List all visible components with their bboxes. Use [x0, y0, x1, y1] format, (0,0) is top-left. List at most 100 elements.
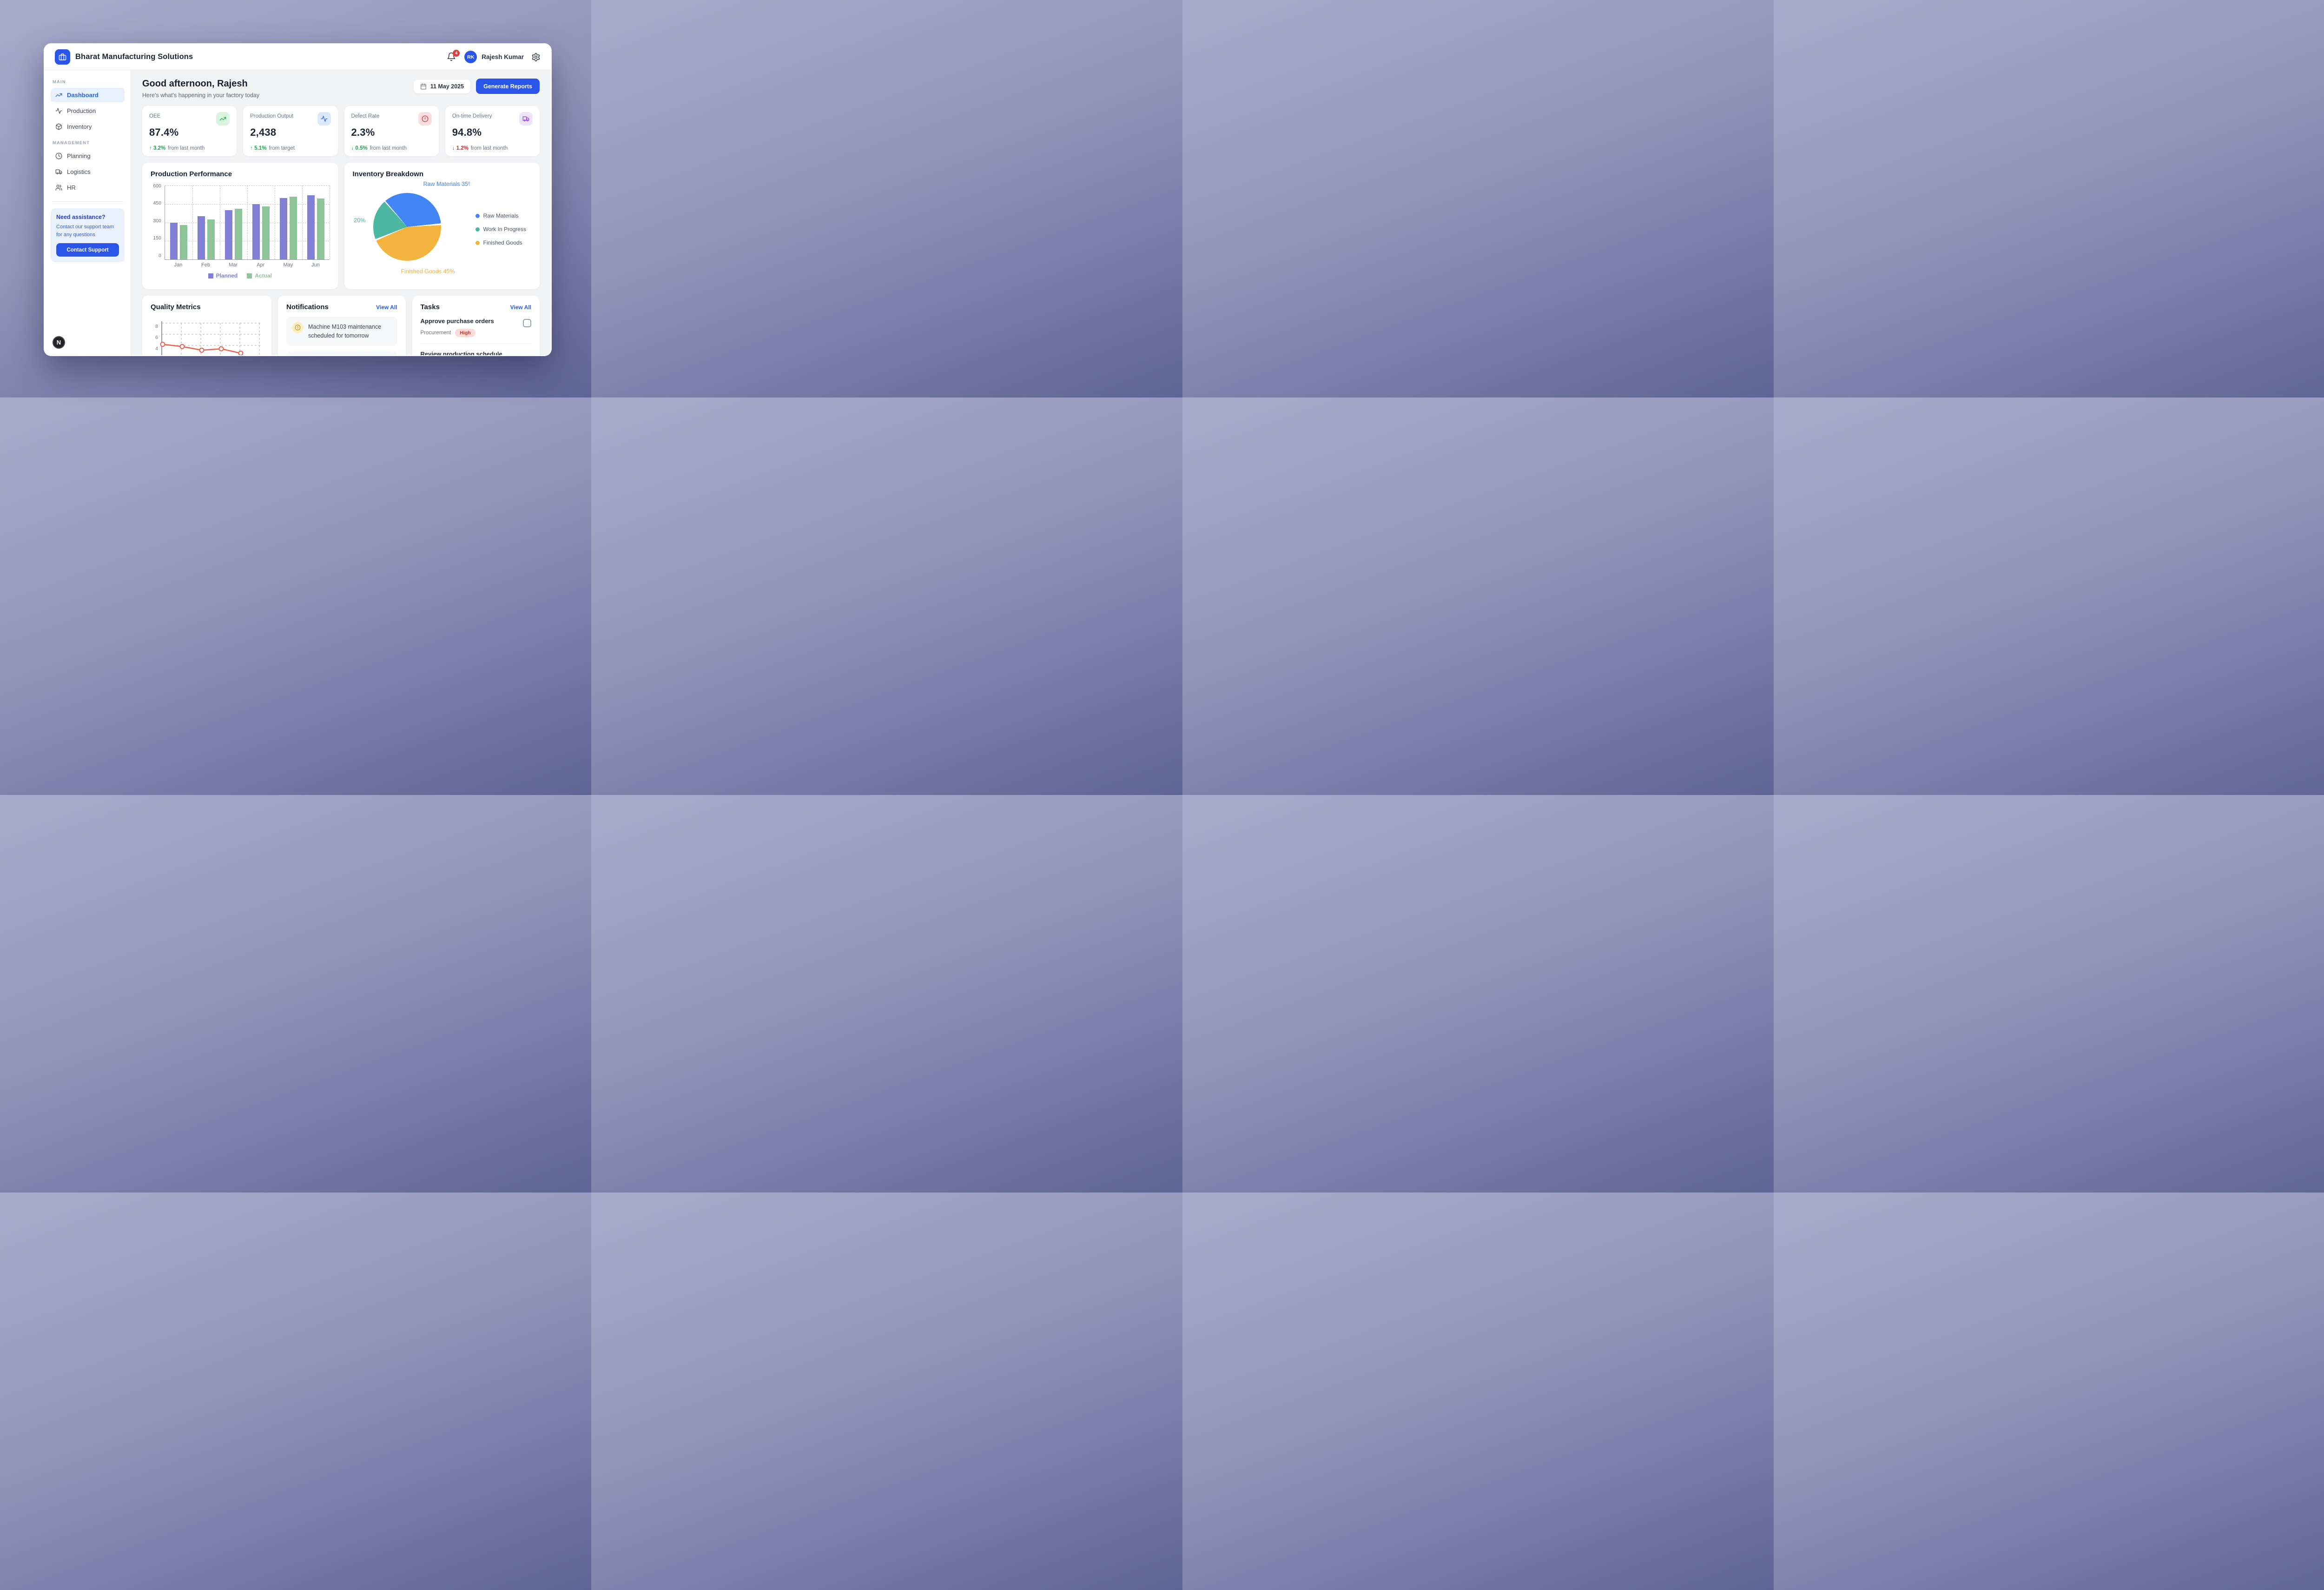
x-tick-label: Apr: [257, 262, 265, 268]
settings-button[interactable]: [531, 53, 541, 62]
kpi-value: 87.4%: [149, 126, 179, 138]
sidebar-item-hr[interactable]: HR: [51, 180, 125, 195]
app-logo: [55, 49, 70, 65]
legend-swatch: [247, 273, 252, 278]
sidebar-item-label: Inventory: [67, 123, 92, 130]
legend-item-raw-materials: Raw Materials: [475, 212, 526, 219]
kpi-row: OEE 87.4% ↑ 3.2% from last month Product…: [142, 106, 540, 156]
bar-planned: [279, 198, 287, 259]
notifications-bell-button[interactable]: 4: [447, 49, 460, 62]
bar-chart-legend: Planned Actual: [151, 272, 330, 279]
gear-icon: [532, 53, 540, 61]
kpi-label: OEE: [149, 113, 161, 119]
kpi-label: Defect Rate: [351, 113, 380, 119]
notification-item[interactable]: Raw material inventory (Steel Grade A): [286, 351, 397, 355]
pie-chart: [373, 193, 441, 261]
bar-planned: [170, 222, 178, 259]
page-title: Good afternoon, Rajesh: [142, 79, 248, 89]
svg-text:8: 8: [155, 324, 158, 329]
bar-chart-y-axis: 600 450 300 150 0: [151, 183, 165, 260]
activity-icon: [55, 108, 62, 114]
avatar[interactable]: RK: [464, 51, 477, 63]
alert-circle-icon: [422, 115, 429, 122]
y-tick-label: 150: [153, 235, 161, 241]
sidebar-item-inventory[interactable]: Inventory: [51, 119, 125, 134]
card-title: Notifications: [286, 303, 329, 311]
y-tick-label: 600: [153, 183, 161, 189]
app-window: Bharat Manufacturing Solutions 4 RK Raje…: [44, 43, 552, 356]
kpi-delta-suffix: from last month: [370, 146, 407, 151]
sidebar-divider: [52, 201, 123, 202]
users-icon: [55, 185, 62, 191]
kpi-card-ontime-delivery: On-time Delivery 94.8% ↓ 1.2% from last …: [445, 106, 540, 156]
contact-support-button[interactable]: Contact Support: [56, 243, 119, 257]
trending-up-icon: [55, 93, 62, 97]
bar-planned: [224, 210, 232, 259]
kpi-icon-badge: [317, 112, 331, 126]
chart-title: Production Performance: [151, 170, 232, 178]
legend-item-work-in-progress: Work In Progress: [475, 226, 526, 232]
quality-metrics-card: Quality Metrics 86420: [142, 296, 271, 355]
task-item: Approve purchase orders Procurement High: [420, 318, 531, 337]
kpi-icon-badge: [519, 112, 533, 126]
brand: Bharat Manufacturing Solutions: [55, 49, 193, 65]
briefcase-icon: [59, 53, 66, 60]
notification-text: Machine M103 maintenance scheduled for t…: [308, 324, 382, 339]
bar-actual: [289, 196, 297, 259]
calendar-icon: [420, 83, 426, 89]
alert-circle-icon: [295, 325, 301, 331]
pie-slice-label-work-in-progress: Work In Progress 20%: [353, 217, 366, 224]
sidebar-section-management: MANAGEMENT: [53, 140, 90, 146]
nextjs-dev-badge[interactable]: N: [53, 336, 65, 349]
generate-reports-button[interactable]: Generate Reports: [476, 79, 540, 94]
clock-icon: [55, 152, 62, 159]
greeting-block: Good afternoon, Rajesh Here's what's hap…: [142, 79, 259, 99]
bar-planned: [252, 204, 260, 259]
task-checkbox[interactable]: [523, 319, 531, 327]
sidebar-item-dashboard[interactable]: Dashboard: [51, 88, 125, 102]
date-picker[interactable]: 11 May 2025: [413, 79, 471, 93]
bar-group-jan: [165, 186, 192, 259]
kpi-card-defect-rate: Defect Rate 2.3% ↓ 0.5% from last month: [344, 106, 439, 156]
assistance-body: Contact our support team for any questio…: [56, 224, 114, 238]
kpi-delta-suffix: from last month: [168, 146, 205, 151]
notification-count-badge: 4: [453, 49, 460, 57]
x-tick-label: Feb: [201, 262, 211, 268]
main-content: Good afternoon, Rajesh Here's what's hap…: [131, 70, 551, 355]
pie-slice-label-finished-goods: Finished Goods 45%: [401, 268, 455, 275]
inventory-breakdown-card: Inventory Breakdown Raw Materials 35% Wo…: [344, 163, 540, 289]
tasks-card: Tasks View All Approve purchase orders P…: [412, 296, 540, 355]
kpi-card-production-output: Production Output 2,438 ↑ 5.1% from targ…: [243, 106, 338, 156]
pie-chart-canvas: Raw Materials 35% Work In Progress 20% F…: [353, 179, 470, 279]
bar-actual: [207, 219, 215, 259]
kpi-label: Production Output: [250, 113, 293, 119]
legend-dot: [475, 240, 480, 245]
kpi-delta: ↓ 1.2%: [452, 146, 469, 151]
sidebar-item-label: Dashboard: [67, 92, 99, 99]
kpi-icon-badge: [418, 112, 432, 126]
sidebar-item-label: Planning: [67, 152, 91, 159]
svg-text:4: 4: [155, 346, 158, 351]
x-tick-label: Jun: [311, 262, 320, 268]
assistance-card: Need assistance? Contact our support tea…: [51, 208, 125, 262]
notifications-card: Notifications View All Machine M103 main…: [278, 296, 406, 355]
sidebar: MAIN Dashboard Production Inventory MAN: [45, 70, 131, 355]
notification-item[interactable]: Machine M103 maintenance scheduled for t…: [286, 317, 397, 346]
bar-chart-x-axis: Jan Feb Mar Apr May Jun: [165, 262, 330, 268]
bar-planned: [197, 216, 205, 259]
notifications-view-all-link[interactable]: View All: [376, 304, 397, 311]
card-title: Tasks: [420, 303, 440, 311]
legend-label: Raw Materials: [483, 212, 519, 219]
sidebar-item-logistics[interactable]: Logistics: [51, 165, 125, 179]
kpi-value: 94.8%: [452, 126, 482, 138]
bar-actual: [317, 198, 324, 259]
bell-icon: [447, 52, 456, 61]
legend-label: Finished Goods: [483, 239, 522, 246]
task-title: Approve purchase orders: [420, 318, 494, 325]
x-tick-label: Jan: [174, 262, 183, 268]
kpi-value: 2,438: [250, 126, 277, 138]
tasks-view-all-link[interactable]: View All: [510, 304, 531, 311]
sidebar-item-production[interactable]: Production: [51, 104, 125, 118]
sidebar-item-planning[interactable]: Planning: [51, 149, 125, 163]
legend-label: Work In Progress: [483, 226, 526, 232]
